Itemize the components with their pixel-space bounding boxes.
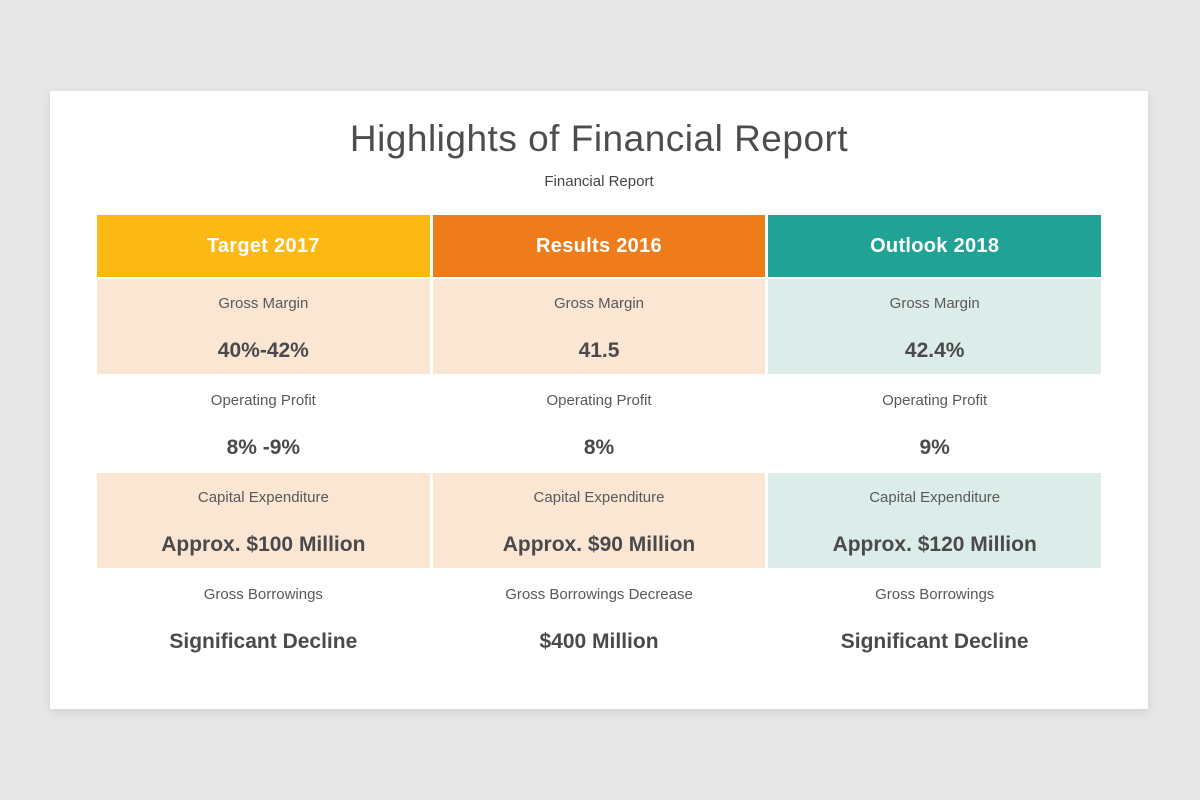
cell-gross-margin-outlook: Gross Margin 42.4% [768,279,1102,374]
metric-label: Operating Profit [210,392,316,409]
page-subtitle: Financial Report [544,173,654,190]
column-target-2017: Target 2017 Gross Margin 40%-42% Operati… [97,215,430,665]
metric-value: 8% [583,436,615,459]
cell-gross-borrowings-outlook: Gross Borrowings Significant Decline [768,570,1102,665]
metric-value: $400 Million [539,630,659,653]
cell-operating-profit-target: Operating Profit 8% -9% [97,376,430,471]
cell-gross-borrowings-target: Gross Borrowings Significant Decline [97,570,430,665]
cell-capital-expenditure-outlook: Capital Expenditure Approx. $120 Million [768,473,1102,568]
column-header-results-2016: Results 2016 [432,215,766,277]
metric-label: Gross Margin [218,295,309,312]
column-outlook-2018: Outlook 2018 Gross Margin 42.4% Operatin… [768,215,1102,665]
metric-value: 42.4% [904,339,965,362]
cell-operating-profit-results: Operating Profit 8% [432,376,766,471]
metric-label: Capital Expenditure [869,489,1001,506]
cell-gross-borrowings-results: Gross Borrowings Decrease $400 Million [432,570,766,665]
metric-label: Operating Profit [546,392,652,409]
metric-label: Gross Borrowings [875,586,995,603]
cell-operating-profit-outlook: Operating Profit 9% [768,376,1102,471]
metric-label: Operating Profit [882,392,988,409]
cell-capital-expenditure-results: Capital Expenditure Approx. $90 Million [432,473,766,568]
cell-capital-expenditure-target: Capital Expenditure Approx. $100 Million [97,473,430,568]
metric-label: Gross Borrowings Decrease [505,586,693,603]
cell-gross-margin-target: Gross Margin 40%-42% [97,279,430,374]
metric-value: 8% -9% [226,436,301,459]
metric-value: Approx. $100 Million [161,533,366,556]
metric-label: Gross Borrowings [203,586,323,603]
metric-label: Capital Expenditure [197,489,329,506]
metric-label: Capital Expenditure [533,489,665,506]
page-title: Highlights of Financial Report [349,118,849,159]
metric-value: Significant Decline [169,630,358,653]
metric-value: Significant Decline [840,630,1029,653]
financial-highlights-table: Target 2017 Gross Margin 40%-42% Operati… [97,215,1102,665]
column-header-outlook-2018: Outlook 2018 [768,215,1102,277]
metric-value: 9% [919,436,950,459]
metric-value: Approx. $120 Million [832,533,1037,556]
metric-value: 41.5 [578,339,620,362]
metric-value: Approx. $90 Million [502,533,696,556]
metric-value: 40%-42% [217,339,309,362]
cell-gross-margin-results: Gross Margin 41.5 [432,279,766,374]
metric-label: Gross Margin [889,295,980,312]
column-header-target-2017: Target 2017 [97,215,430,277]
metric-label: Gross Margin [553,295,645,312]
column-results-2016: Results 2016 Gross Margin 41.5 Operating… [432,215,766,665]
slide-card: Highlights of Financial Report Financial… [50,91,1148,709]
